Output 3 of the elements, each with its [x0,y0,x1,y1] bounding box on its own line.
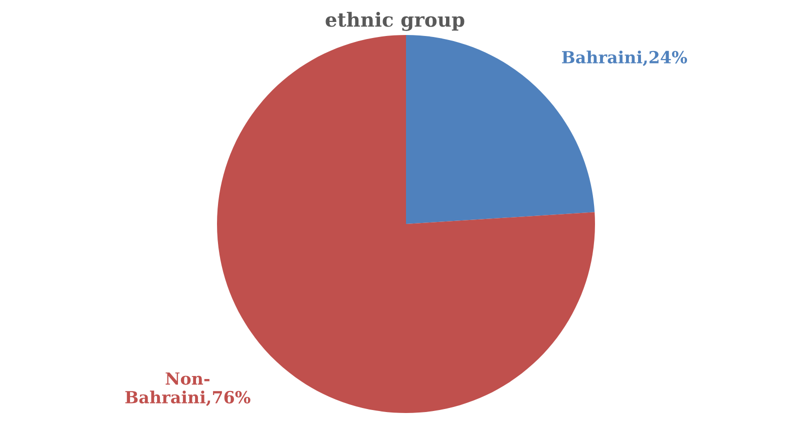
slice-label: Non-Bahraini,76% [125,372,250,406]
slice-label: Bahraini,24% [562,50,688,66]
chart-title: ethnic group [326,12,464,31]
